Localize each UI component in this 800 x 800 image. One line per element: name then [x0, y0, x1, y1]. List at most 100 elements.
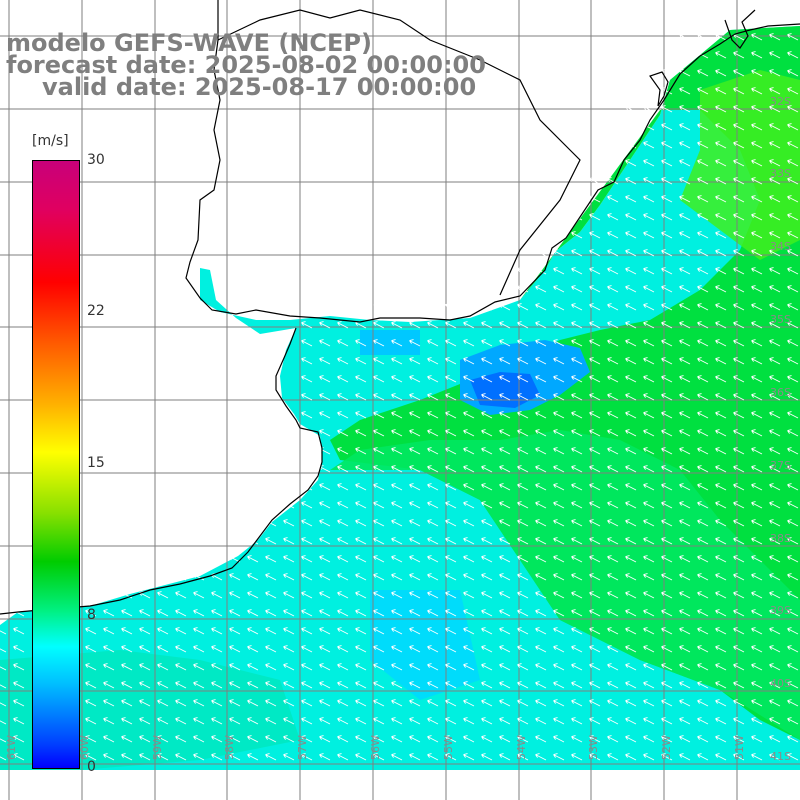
wind-arrow	[643, 717, 655, 725]
wind-arrow	[301, 393, 313, 401]
wind-arrow	[337, 645, 349, 653]
wind-arrow	[445, 411, 457, 419]
wind-arrow	[211, 717, 223, 725]
wind-arrow	[733, 267, 745, 275]
wind-arrow	[553, 249, 565, 257]
wind-arrow	[571, 231, 583, 239]
wind-arrow	[715, 465, 727, 473]
ocean-field-midgreen	[330, 430, 800, 740]
wind-arrow	[481, 321, 493, 329]
wind-arrow	[643, 609, 655, 617]
wind-arrow	[643, 519, 655, 527]
wind-arrow	[247, 663, 259, 671]
wind-arrow	[481, 339, 493, 347]
wind-arrow	[553, 555, 565, 563]
wind-arrow	[319, 321, 331, 329]
wind-arrow	[319, 519, 331, 527]
wind-arrow	[517, 267, 529, 275]
wind-arrow	[733, 321, 745, 329]
wind-arrow	[733, 591, 745, 599]
wind-arrow	[391, 375, 403, 383]
wind-arrow	[679, 681, 691, 689]
wind-arrow	[769, 123, 781, 131]
wind-arrow	[211, 753, 223, 761]
wind-arrow	[427, 681, 439, 689]
wind-arrow	[337, 429, 349, 437]
wind-arrow	[751, 501, 763, 509]
wind-arrow	[607, 717, 619, 725]
wind-arrow	[337, 717, 349, 725]
wind-arrow	[247, 591, 259, 599]
wind-arrow	[589, 681, 601, 689]
wind-arrow	[679, 393, 691, 401]
wind-arrow	[409, 501, 421, 509]
wind-arrow	[625, 231, 637, 239]
wind-arrow	[679, 231, 691, 239]
wind-arrow	[643, 339, 655, 347]
wind-arrow	[517, 411, 529, 419]
wind-arrow	[553, 699, 565, 707]
wind-arrow	[661, 663, 673, 671]
wind-arrow	[355, 663, 367, 671]
lat-label: 33S	[770, 167, 791, 180]
wind-arrow	[733, 717, 745, 725]
wind-arrow	[481, 519, 493, 527]
wind-arrow	[355, 447, 367, 455]
wind-arrow	[661, 483, 673, 491]
wind-arrow	[733, 465, 745, 473]
wind-arrow	[229, 753, 241, 761]
wind-arrow	[661, 105, 673, 113]
wind-arrow	[265, 717, 277, 725]
wind-arrow	[787, 195, 799, 203]
wind-arrow	[319, 339, 331, 347]
wind-arrow	[769, 501, 781, 509]
wind-arrow	[445, 339, 457, 347]
wind-arrow	[373, 753, 385, 761]
wind-arrow	[697, 375, 709, 383]
wind-arrow	[733, 249, 745, 257]
wind-arrow	[0, 702, 7, 707]
wind-arrow	[607, 501, 619, 509]
wind-arrow	[265, 699, 277, 707]
wind-arrow	[373, 501, 385, 509]
wind-arrow	[427, 663, 439, 671]
wind-arrow	[661, 321, 673, 329]
wind-arrow	[751, 411, 763, 419]
wind-arrow	[373, 519, 385, 527]
wind-arrow	[211, 591, 223, 599]
wind-arrow	[769, 735, 781, 743]
wind-arrow	[103, 699, 115, 707]
wind-arrow	[733, 141, 745, 149]
coastline-uruguay-inland	[217, 9, 581, 296]
wind-arrow	[769, 483, 781, 491]
wind-arrow	[643, 483, 655, 491]
wind-arrow	[661, 537, 673, 545]
wind-arrow	[571, 393, 583, 401]
wind-arrow	[589, 267, 601, 275]
wind-arrow	[751, 429, 763, 437]
wind-arrow	[355, 717, 367, 725]
wind-arrow	[607, 213, 619, 221]
wind-arrow	[625, 501, 637, 509]
wind-arrow	[409, 681, 421, 689]
wind-arrow	[733, 375, 745, 383]
wind-arrow	[517, 321, 529, 329]
wind-arrow	[787, 123, 799, 131]
wind-arrow	[391, 429, 403, 437]
wind-arrow	[751, 285, 763, 293]
wind-arrow	[607, 519, 619, 527]
wind-arrow	[517, 465, 529, 473]
wind-arrow	[787, 699, 799, 707]
wind-arrow	[535, 465, 547, 473]
lon-label: 54W	[515, 735, 528, 760]
wind-arrow	[139, 735, 151, 743]
wind-arrow	[643, 87, 655, 95]
wind-arrow	[643, 123, 655, 131]
wind-arrow	[661, 285, 673, 293]
wind-arrow	[715, 177, 727, 185]
wind-arrow	[679, 627, 691, 635]
wind-arrow	[571, 447, 583, 455]
wind-arrow	[301, 681, 313, 689]
wind-arrow	[733, 537, 745, 545]
wind-arrow	[517, 393, 529, 401]
